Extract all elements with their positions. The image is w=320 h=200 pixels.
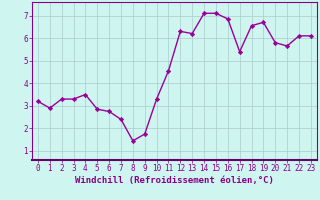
X-axis label: Windchill (Refroidissement éolien,°C): Windchill (Refroidissement éolien,°C) [75, 176, 274, 185]
